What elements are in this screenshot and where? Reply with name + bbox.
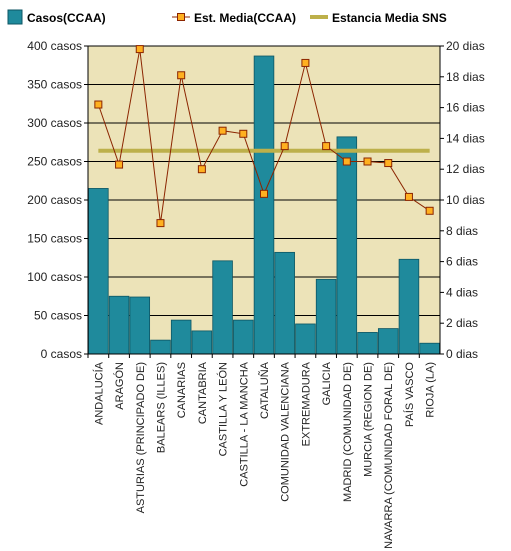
line-point bbox=[425, 206, 434, 215]
right-tick-label: 0 dias bbox=[446, 347, 478, 361]
legend-swatch-bars bbox=[7, 9, 23, 25]
bar bbox=[88, 188, 109, 355]
line-point bbox=[94, 100, 103, 109]
line-point bbox=[384, 159, 393, 168]
x-tick-label: NAVARRA (COMUNIDAD FORAL DE) bbox=[383, 362, 395, 549]
right-axis-ticks: 0 dias 2 dias 4 dias 6 dias 8 dias 10 dias 12 … bbox=[440, 39, 485, 361]
line-point bbox=[322, 142, 331, 151]
x-tick-label: ARAGÓN bbox=[113, 362, 126, 410]
bar bbox=[191, 330, 213, 355]
left-tick-label: 300 casos bbox=[27, 116, 82, 130]
legend-label-line: Est. Media(CCAA) bbox=[194, 11, 296, 25]
left-tick-label: 400 casos bbox=[27, 39, 82, 53]
x-tick-label: ASTURIAS (PRINCIPADO DE) bbox=[135, 362, 147, 513]
line-point bbox=[363, 157, 372, 166]
line-point bbox=[218, 126, 227, 135]
right-tick-label: 20 dias bbox=[446, 39, 485, 53]
left-tick-label: 150 casos bbox=[27, 232, 82, 246]
left-tick-label: 100 casos bbox=[27, 270, 82, 284]
x-axis-ticks: ANDALUCÍA ARAGÓN ASTURIAS (PRINCIPADO DE) B… bbox=[87, 354, 437, 549]
bar bbox=[398, 258, 420, 355]
line-point bbox=[404, 192, 413, 201]
legend-label-ref: Estancia Media SNS bbox=[332, 11, 447, 25]
left-tick-label: 250 casos bbox=[27, 155, 82, 169]
x-tick-label: CANTABRIA bbox=[197, 361, 209, 424]
left-tick-label: 200 casos bbox=[27, 193, 82, 207]
right-tick-label: 6 dias bbox=[446, 255, 478, 269]
right-tick-label: 14 dias bbox=[446, 131, 485, 145]
line-point bbox=[239, 129, 248, 138]
right-tick-label: 16 dias bbox=[446, 101, 485, 115]
line-point bbox=[280, 142, 289, 151]
x-tick-label: BALEARS (ILLES) bbox=[155, 362, 167, 453]
x-tick-label: RIOJA (LA) bbox=[425, 362, 437, 418]
x-tick-label: COMUNIDAD VALENCIANA bbox=[280, 361, 292, 501]
line-series bbox=[94, 45, 434, 228]
line-point bbox=[115, 160, 124, 169]
line-point bbox=[260, 189, 268, 198]
left-tick-label: 0 casos bbox=[41, 347, 82, 361]
bar bbox=[274, 251, 295, 355]
line-point bbox=[301, 58, 310, 67]
bar bbox=[377, 328, 399, 355]
x-tick-label: MADRID (COMUNIDAD DE) bbox=[342, 362, 354, 502]
x-tick-label: ANDALUCÍA bbox=[92, 361, 105, 425]
legend-label-bars: Casos(CCAA) bbox=[27, 11, 106, 25]
legend-marker-line bbox=[177, 13, 185, 21]
line-point bbox=[342, 157, 351, 166]
x-tick-label: CASTILLA - LA MANCHA bbox=[238, 361, 250, 486]
legend: Casos(CCAA) Est. Media(CCAA) Estancia Medi… bbox=[7, 9, 447, 25]
left-tick-label: 350 casos bbox=[27, 78, 82, 92]
left-axis-ticks: 0 casos 50 casos 100 casos 150 casos 200 cas… bbox=[27, 39, 88, 361]
x-tick-label: PAÍS VASCO bbox=[403, 362, 416, 427]
line-point bbox=[135, 45, 144, 54]
bar bbox=[233, 319, 254, 355]
bar bbox=[129, 296, 151, 355]
bar bbox=[357, 332, 378, 355]
x-tick-label: CATALUÑA bbox=[258, 361, 271, 419]
bar bbox=[212, 260, 233, 355]
right-tick-label: 8 dias bbox=[446, 224, 478, 238]
x-tick-label: CASTILLA Y LEÓN bbox=[217, 362, 230, 456]
right-tick-label: 2 dias bbox=[446, 316, 478, 330]
x-tick-label: MURCIA (REGION DE) bbox=[363, 362, 375, 477]
line-point bbox=[197, 165, 206, 174]
bar bbox=[295, 323, 316, 355]
bar bbox=[315, 278, 337, 355]
right-tick-label: 12 dias bbox=[446, 162, 485, 176]
x-tick-label: EXTREMADURA bbox=[300, 361, 312, 446]
bar bbox=[419, 342, 440, 355]
right-tick-label: 18 dias bbox=[446, 70, 485, 84]
x-tick-label: CANARIAS bbox=[176, 362, 188, 418]
line-point bbox=[156, 219, 165, 228]
bar bbox=[336, 136, 358, 355]
bar bbox=[150, 339, 171, 355]
bar bbox=[253, 55, 275, 355]
left-tick-label: 50 casos bbox=[34, 309, 82, 323]
line-point bbox=[177, 71, 186, 80]
right-tick-label: 4 dias bbox=[446, 285, 478, 299]
x-tick-label: GALICIA bbox=[321, 361, 333, 405]
bar bbox=[108, 295, 130, 355]
bar bbox=[170, 319, 192, 355]
right-tick-label: 10 dias bbox=[446, 193, 485, 207]
